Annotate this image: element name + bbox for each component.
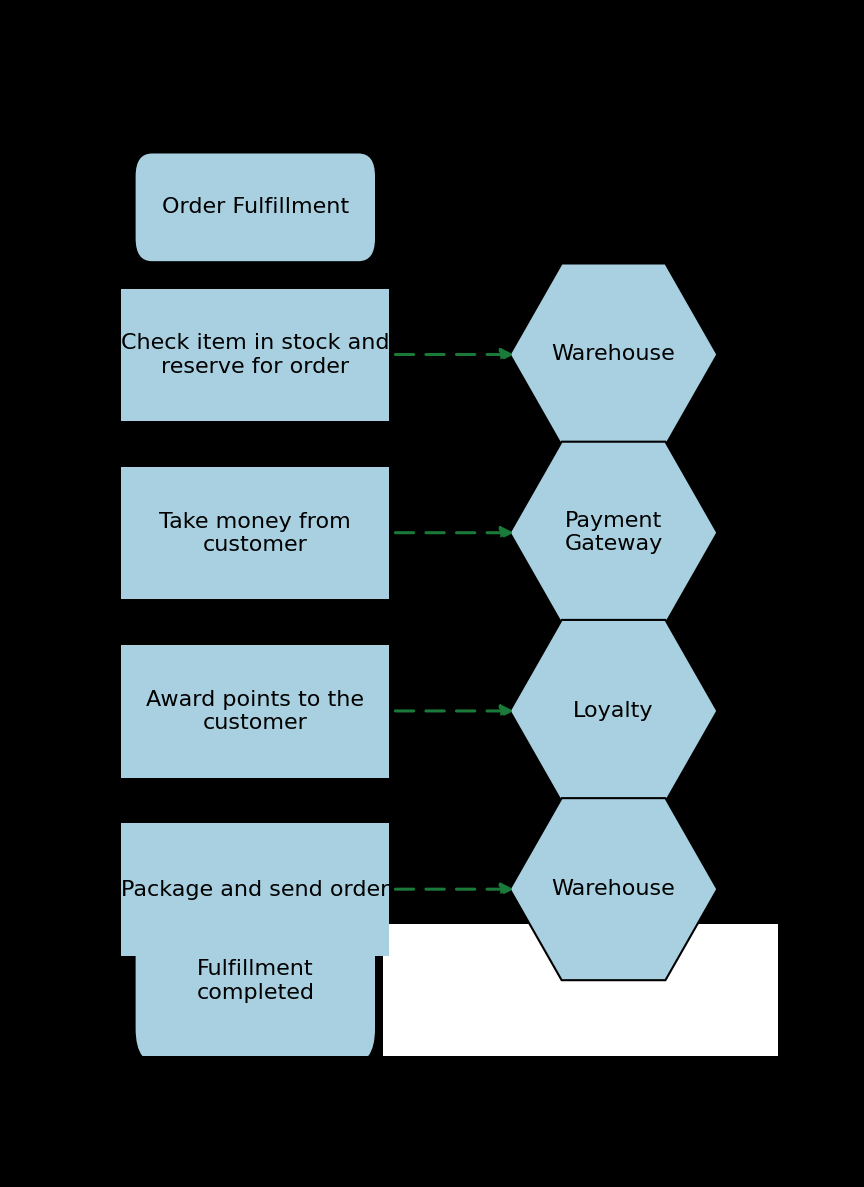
- FancyBboxPatch shape: [383, 923, 785, 1056]
- Text: Check item in stock and
reserve for order: Check item in stock and reserve for orde…: [121, 334, 390, 376]
- Text: Payment
Gateway: Payment Gateway: [564, 512, 663, 554]
- Text: Fulfillment
completed: Fulfillment completed: [196, 959, 314, 1003]
- Polygon shape: [510, 442, 717, 623]
- Text: Package and send order: Package and send order: [121, 880, 390, 900]
- Polygon shape: [510, 264, 717, 445]
- FancyBboxPatch shape: [121, 288, 389, 421]
- Text: Warehouse: Warehouse: [552, 880, 676, 900]
- Text: Award points to the
customer: Award points to the customer: [146, 690, 365, 734]
- FancyBboxPatch shape: [121, 466, 389, 599]
- FancyBboxPatch shape: [121, 824, 389, 956]
- FancyBboxPatch shape: [135, 896, 376, 1066]
- Polygon shape: [510, 798, 717, 980]
- Text: Warehouse: Warehouse: [552, 344, 676, 364]
- Polygon shape: [510, 620, 717, 802]
- Text: Order Fulfillment: Order Fulfillment: [162, 197, 349, 217]
- FancyBboxPatch shape: [135, 153, 376, 262]
- FancyBboxPatch shape: [121, 646, 389, 777]
- Text: Take money from
customer: Take money from customer: [160, 512, 351, 554]
- Text: Loyalty: Loyalty: [574, 702, 654, 721]
